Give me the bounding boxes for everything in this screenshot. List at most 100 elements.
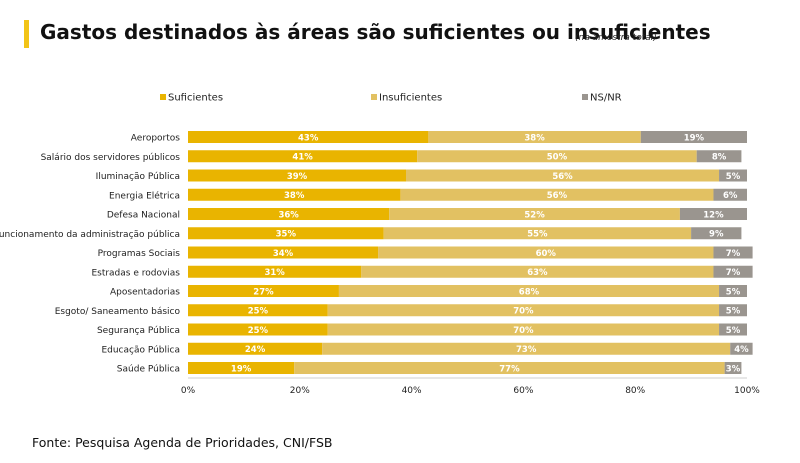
data-label: 70% bbox=[513, 326, 534, 336]
bar-segment bbox=[713, 188, 747, 201]
data-label: 4% bbox=[734, 345, 749, 355]
category-label: Esgoto/ Saneamento básico bbox=[55, 307, 181, 317]
x-tick-label: 60% bbox=[513, 386, 533, 396]
data-label: 63% bbox=[527, 268, 548, 278]
bar-segment bbox=[188, 150, 418, 163]
bar-segment bbox=[294, 362, 725, 374]
data-label: 52% bbox=[524, 210, 545, 220]
data-label: 5% bbox=[726, 307, 741, 317]
x-tick-label: 20% bbox=[290, 386, 310, 396]
data-label: 8% bbox=[712, 153, 727, 163]
data-label: 7% bbox=[726, 249, 741, 259]
bar-segment bbox=[713, 246, 753, 259]
data-label: 3% bbox=[726, 364, 741, 374]
category-label: Iluminação Pública bbox=[96, 172, 180, 182]
bar-segment bbox=[640, 131, 747, 143]
bar-segment bbox=[383, 227, 692, 240]
bar-segment bbox=[188, 131, 429, 143]
bar-segment bbox=[719, 285, 747, 297]
x-tick-label: 100% bbox=[734, 386, 760, 396]
bar-segment bbox=[389, 208, 680, 220]
bar-segment bbox=[327, 323, 720, 336]
category-label: Energia Elétrica bbox=[109, 190, 180, 201]
bar-segment bbox=[188, 304, 328, 317]
data-label: 43% bbox=[298, 133, 319, 143]
category-label: Defesa Nacional bbox=[107, 211, 180, 221]
bar-segment bbox=[713, 265, 753, 278]
data-label: 5% bbox=[726, 326, 741, 336]
category-label: Estradas e rodovias bbox=[91, 268, 180, 278]
bar-segment bbox=[378, 246, 714, 259]
data-label: 56% bbox=[547, 191, 568, 201]
data-label: 5% bbox=[726, 287, 741, 297]
bar-segment bbox=[188, 227, 384, 240]
data-label: 9% bbox=[709, 230, 724, 240]
data-label: 60% bbox=[536, 249, 557, 259]
title-accent-bar bbox=[24, 20, 29, 48]
bar-segment bbox=[417, 150, 697, 163]
chart-title: Gastos destinados às áreas são suficient… bbox=[40, 20, 711, 44]
data-label: 12% bbox=[703, 210, 724, 220]
bar-segment bbox=[188, 265, 362, 278]
data-label: 19% bbox=[684, 133, 705, 143]
legend-swatch-insuficientes bbox=[371, 94, 377, 100]
data-label: 6% bbox=[723, 191, 738, 201]
data-label: 34% bbox=[273, 249, 294, 259]
data-label: 36% bbox=[278, 210, 299, 220]
data-label: 56% bbox=[552, 172, 573, 182]
bar-segment bbox=[361, 265, 714, 278]
data-label: 77% bbox=[499, 364, 520, 374]
category-label: Salário dos servidores públicos bbox=[41, 153, 181, 163]
data-label: 27% bbox=[253, 287, 274, 297]
legend-label-insuficientes: Insuficientes bbox=[379, 93, 442, 104]
x-tick-label: 0% bbox=[181, 386, 196, 396]
data-label: 55% bbox=[527, 230, 548, 240]
bar-segment bbox=[691, 227, 742, 240]
category-label: Aeroportos bbox=[131, 134, 180, 144]
bar-segment bbox=[679, 208, 747, 220]
legend-swatch-nsnr bbox=[582, 94, 588, 100]
bar-segment bbox=[322, 342, 731, 355]
bar-segment bbox=[188, 323, 328, 336]
bar-segment bbox=[730, 342, 753, 355]
data-label: 19% bbox=[231, 364, 252, 374]
bar-segment bbox=[188, 285, 339, 297]
x-tick-label: 40% bbox=[402, 386, 422, 396]
chart-subtitle: (na amostra total) bbox=[575, 33, 657, 43]
bar-segment bbox=[188, 188, 401, 201]
data-label: 5% bbox=[726, 172, 741, 182]
bar-segment bbox=[188, 169, 407, 182]
bar-segment bbox=[719, 304, 747, 317]
data-label: 31% bbox=[264, 268, 285, 278]
category-label: Funcionamento da administração pública bbox=[0, 230, 180, 240]
data-label: 35% bbox=[276, 230, 297, 240]
bar-segment bbox=[338, 285, 720, 297]
data-label: 38% bbox=[524, 133, 545, 143]
data-label: 68% bbox=[519, 287, 540, 297]
bar-segment bbox=[724, 362, 742, 374]
bar-segment bbox=[719, 169, 747, 182]
category-label: Educação Pública bbox=[101, 345, 180, 355]
bar-segment bbox=[406, 169, 720, 182]
legend-swatch-suficientes bbox=[160, 94, 166, 100]
data-label: 50% bbox=[547, 153, 568, 163]
bar-segment bbox=[327, 304, 720, 317]
data-label: 39% bbox=[287, 172, 308, 182]
data-label: 70% bbox=[513, 307, 534, 317]
bar-segment bbox=[188, 246, 379, 259]
data-label: 38% bbox=[284, 191, 305, 201]
source-note: Fonte: Pesquisa Agenda de Prioridades, C… bbox=[32, 435, 333, 450]
data-label: 7% bbox=[726, 268, 741, 278]
bar-segment bbox=[400, 188, 714, 201]
x-tick-label: 80% bbox=[625, 386, 645, 396]
bar-segment bbox=[188, 342, 323, 355]
bar-segment bbox=[696, 150, 742, 163]
data-label: 73% bbox=[516, 345, 537, 355]
category-label: Segurança Pública bbox=[97, 326, 180, 336]
bar-segment bbox=[188, 362, 295, 374]
data-label: 25% bbox=[248, 307, 269, 317]
bar-segment bbox=[188, 208, 390, 220]
category-label: Saúde Pública bbox=[117, 365, 180, 375]
bar-segment bbox=[719, 323, 747, 336]
